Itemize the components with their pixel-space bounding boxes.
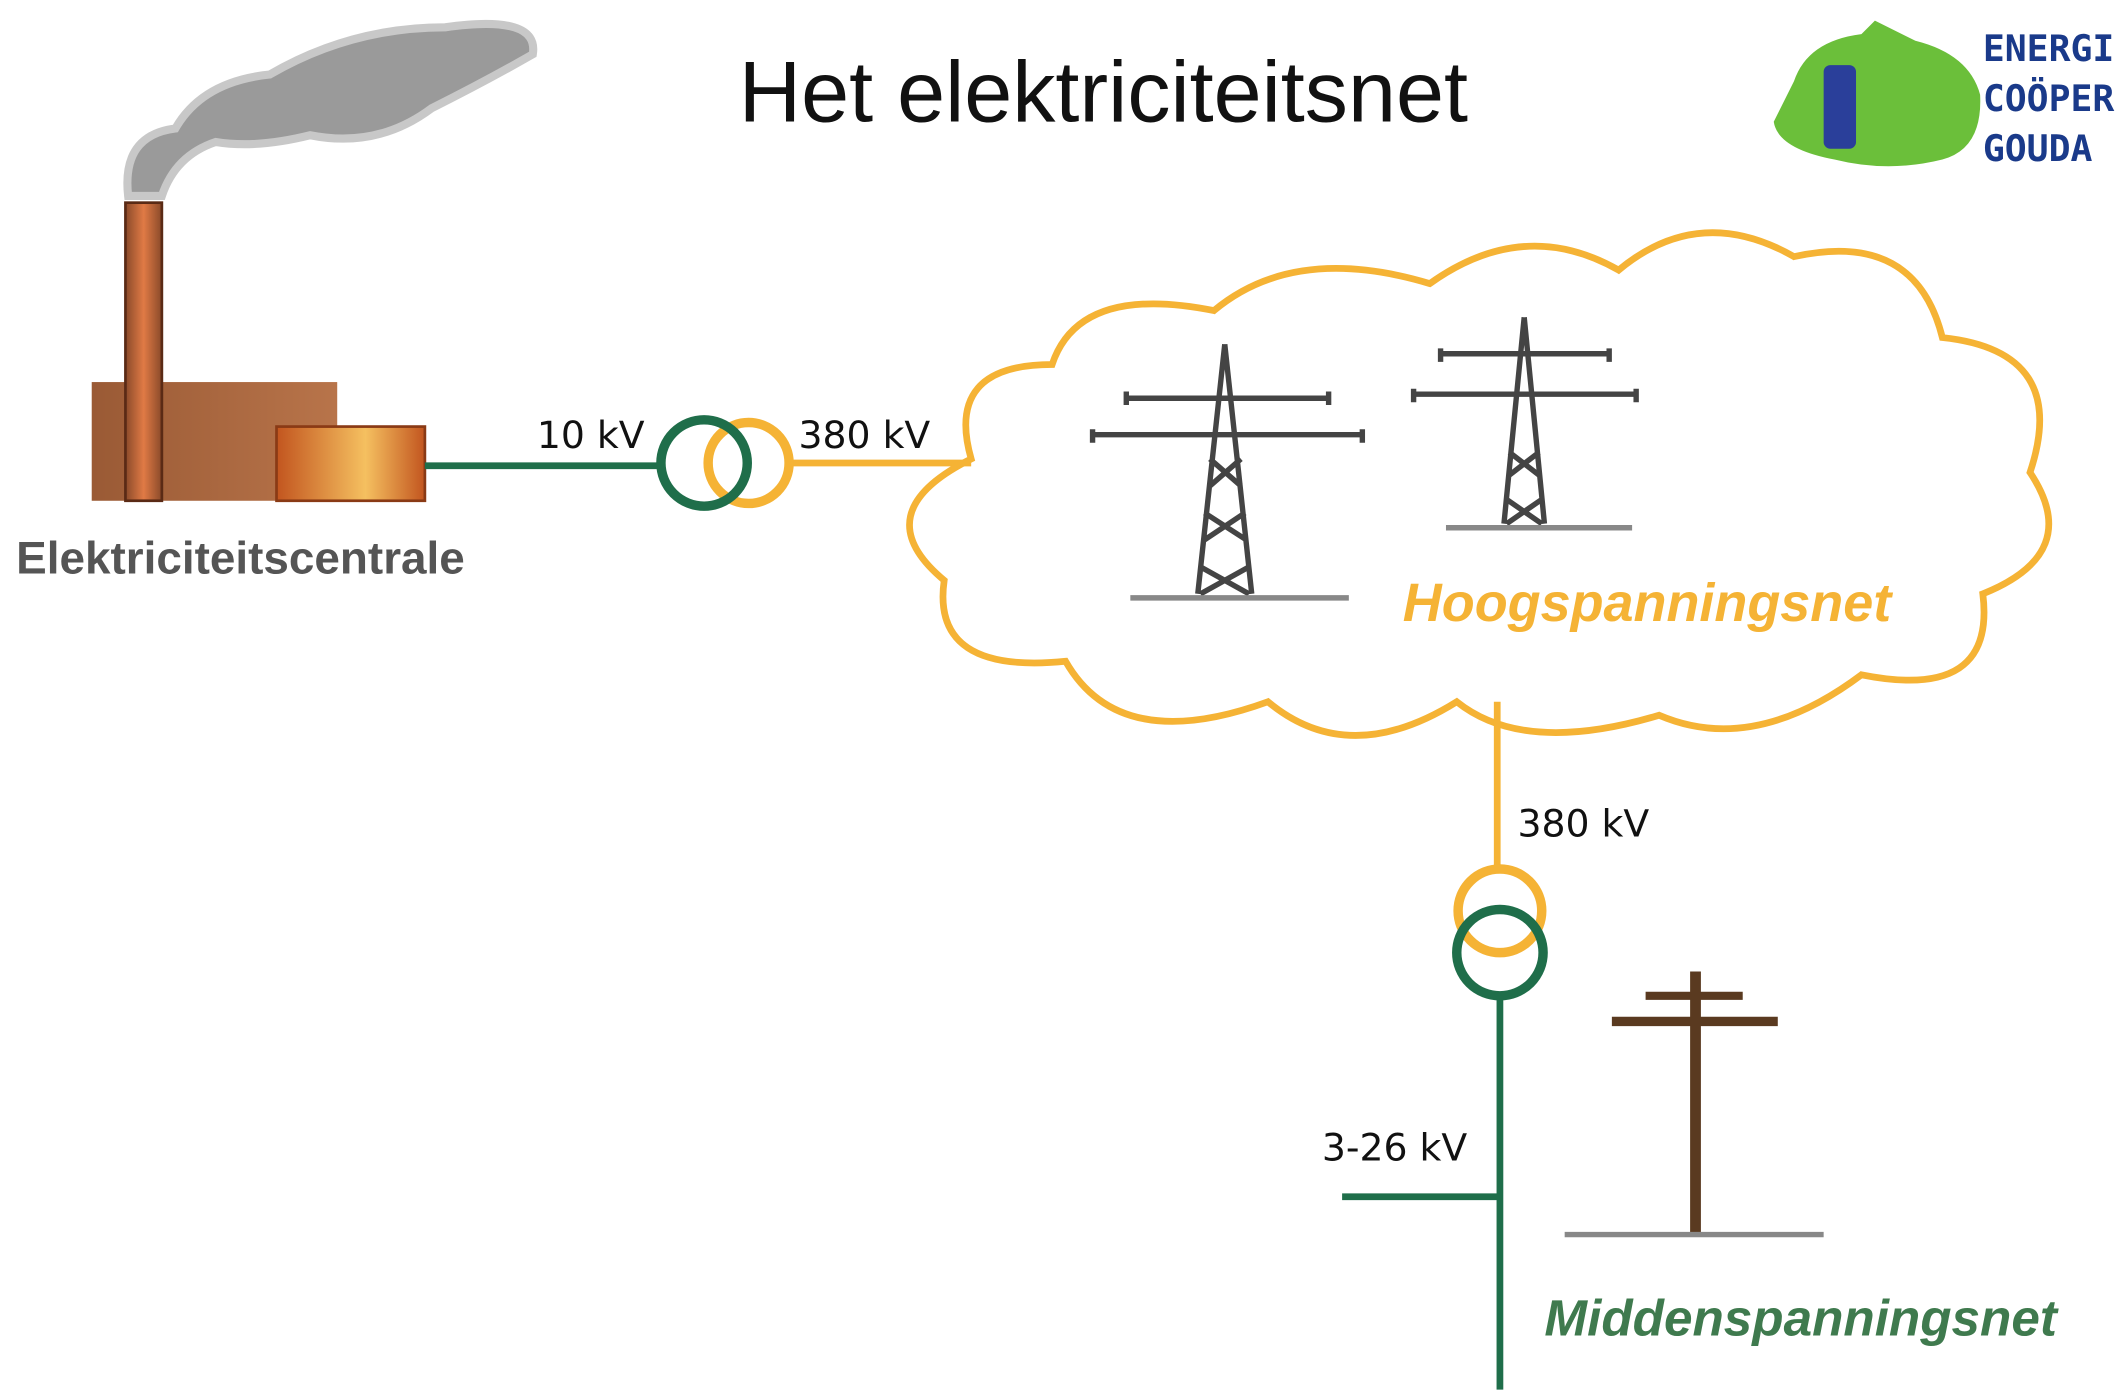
- page: Het elektriciteitsnet ENERGIE COÖPERATIE…: [0, 0, 2115, 1390]
- voltage-label: 10 kV: [537, 413, 645, 457]
- logo-battery: [1824, 65, 1856, 149]
- voltage-label: 380 kV: [799, 413, 931, 457]
- power-plant: [92, 24, 534, 501]
- voltage-label: 3-26 kV: [1322, 1125, 1468, 1169]
- node-label: Hoogspanningsnet: [1403, 573, 1893, 633]
- tank: [277, 427, 425, 501]
- logo-text: ENERGIE: [1983, 27, 2115, 70]
- utility-pole: [1565, 972, 1824, 1235]
- node-label: Middenspanningsnet: [1544, 1290, 2058, 1347]
- smoke: [127, 24, 533, 196]
- slide: Het elektriciteitsnet ENERGIE COÖPERATIE…: [0, 0, 2115, 1390]
- voltage-label: 380 kV: [1517, 802, 1649, 846]
- logo-text: COÖPERATIE: [1983, 76, 2115, 120]
- logo-shape: [1774, 21, 1981, 167]
- chimney: [125, 203, 161, 501]
- node-label: Elektriciteitscentrale: [16, 532, 465, 584]
- logo-text: GOUDA: [1983, 127, 2093, 170]
- title: Het elektriciteitsnet: [739, 45, 1468, 141]
- tower: [1093, 344, 1363, 598]
- cloud: [910, 233, 2049, 736]
- logo: ENERGIE COÖPERATIE GOUDA: [1774, 21, 2115, 170]
- tower: [1414, 317, 1637, 527]
